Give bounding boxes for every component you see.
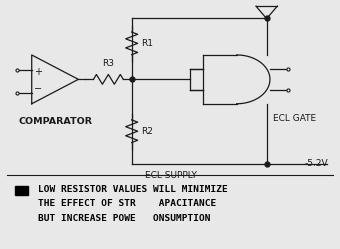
Text: LOW RESISTOR VALUES WILL MINIMIZE: LOW RESISTOR VALUES WILL MINIMIZE bbox=[38, 185, 228, 194]
Text: R2: R2 bbox=[141, 127, 153, 136]
Text: BUT INCREASE POWE   ONSUMPTION: BUT INCREASE POWE ONSUMPTION bbox=[38, 214, 211, 223]
Text: +: + bbox=[34, 67, 42, 77]
Text: -5.2V: -5.2V bbox=[305, 159, 328, 168]
Text: R1: R1 bbox=[141, 39, 153, 48]
Text: R3: R3 bbox=[102, 59, 114, 68]
Text: −: − bbox=[34, 84, 42, 94]
Text: ECL SUPPLY: ECL SUPPLY bbox=[145, 171, 197, 180]
Text: COMPARATOR: COMPARATOR bbox=[18, 117, 92, 126]
Text: THE EFFECT OF STR    APACITANCE: THE EFFECT OF STR APACITANCE bbox=[38, 199, 217, 208]
Text: ECL GATE: ECL GATE bbox=[273, 114, 317, 123]
Bar bbox=[15, 186, 28, 195]
